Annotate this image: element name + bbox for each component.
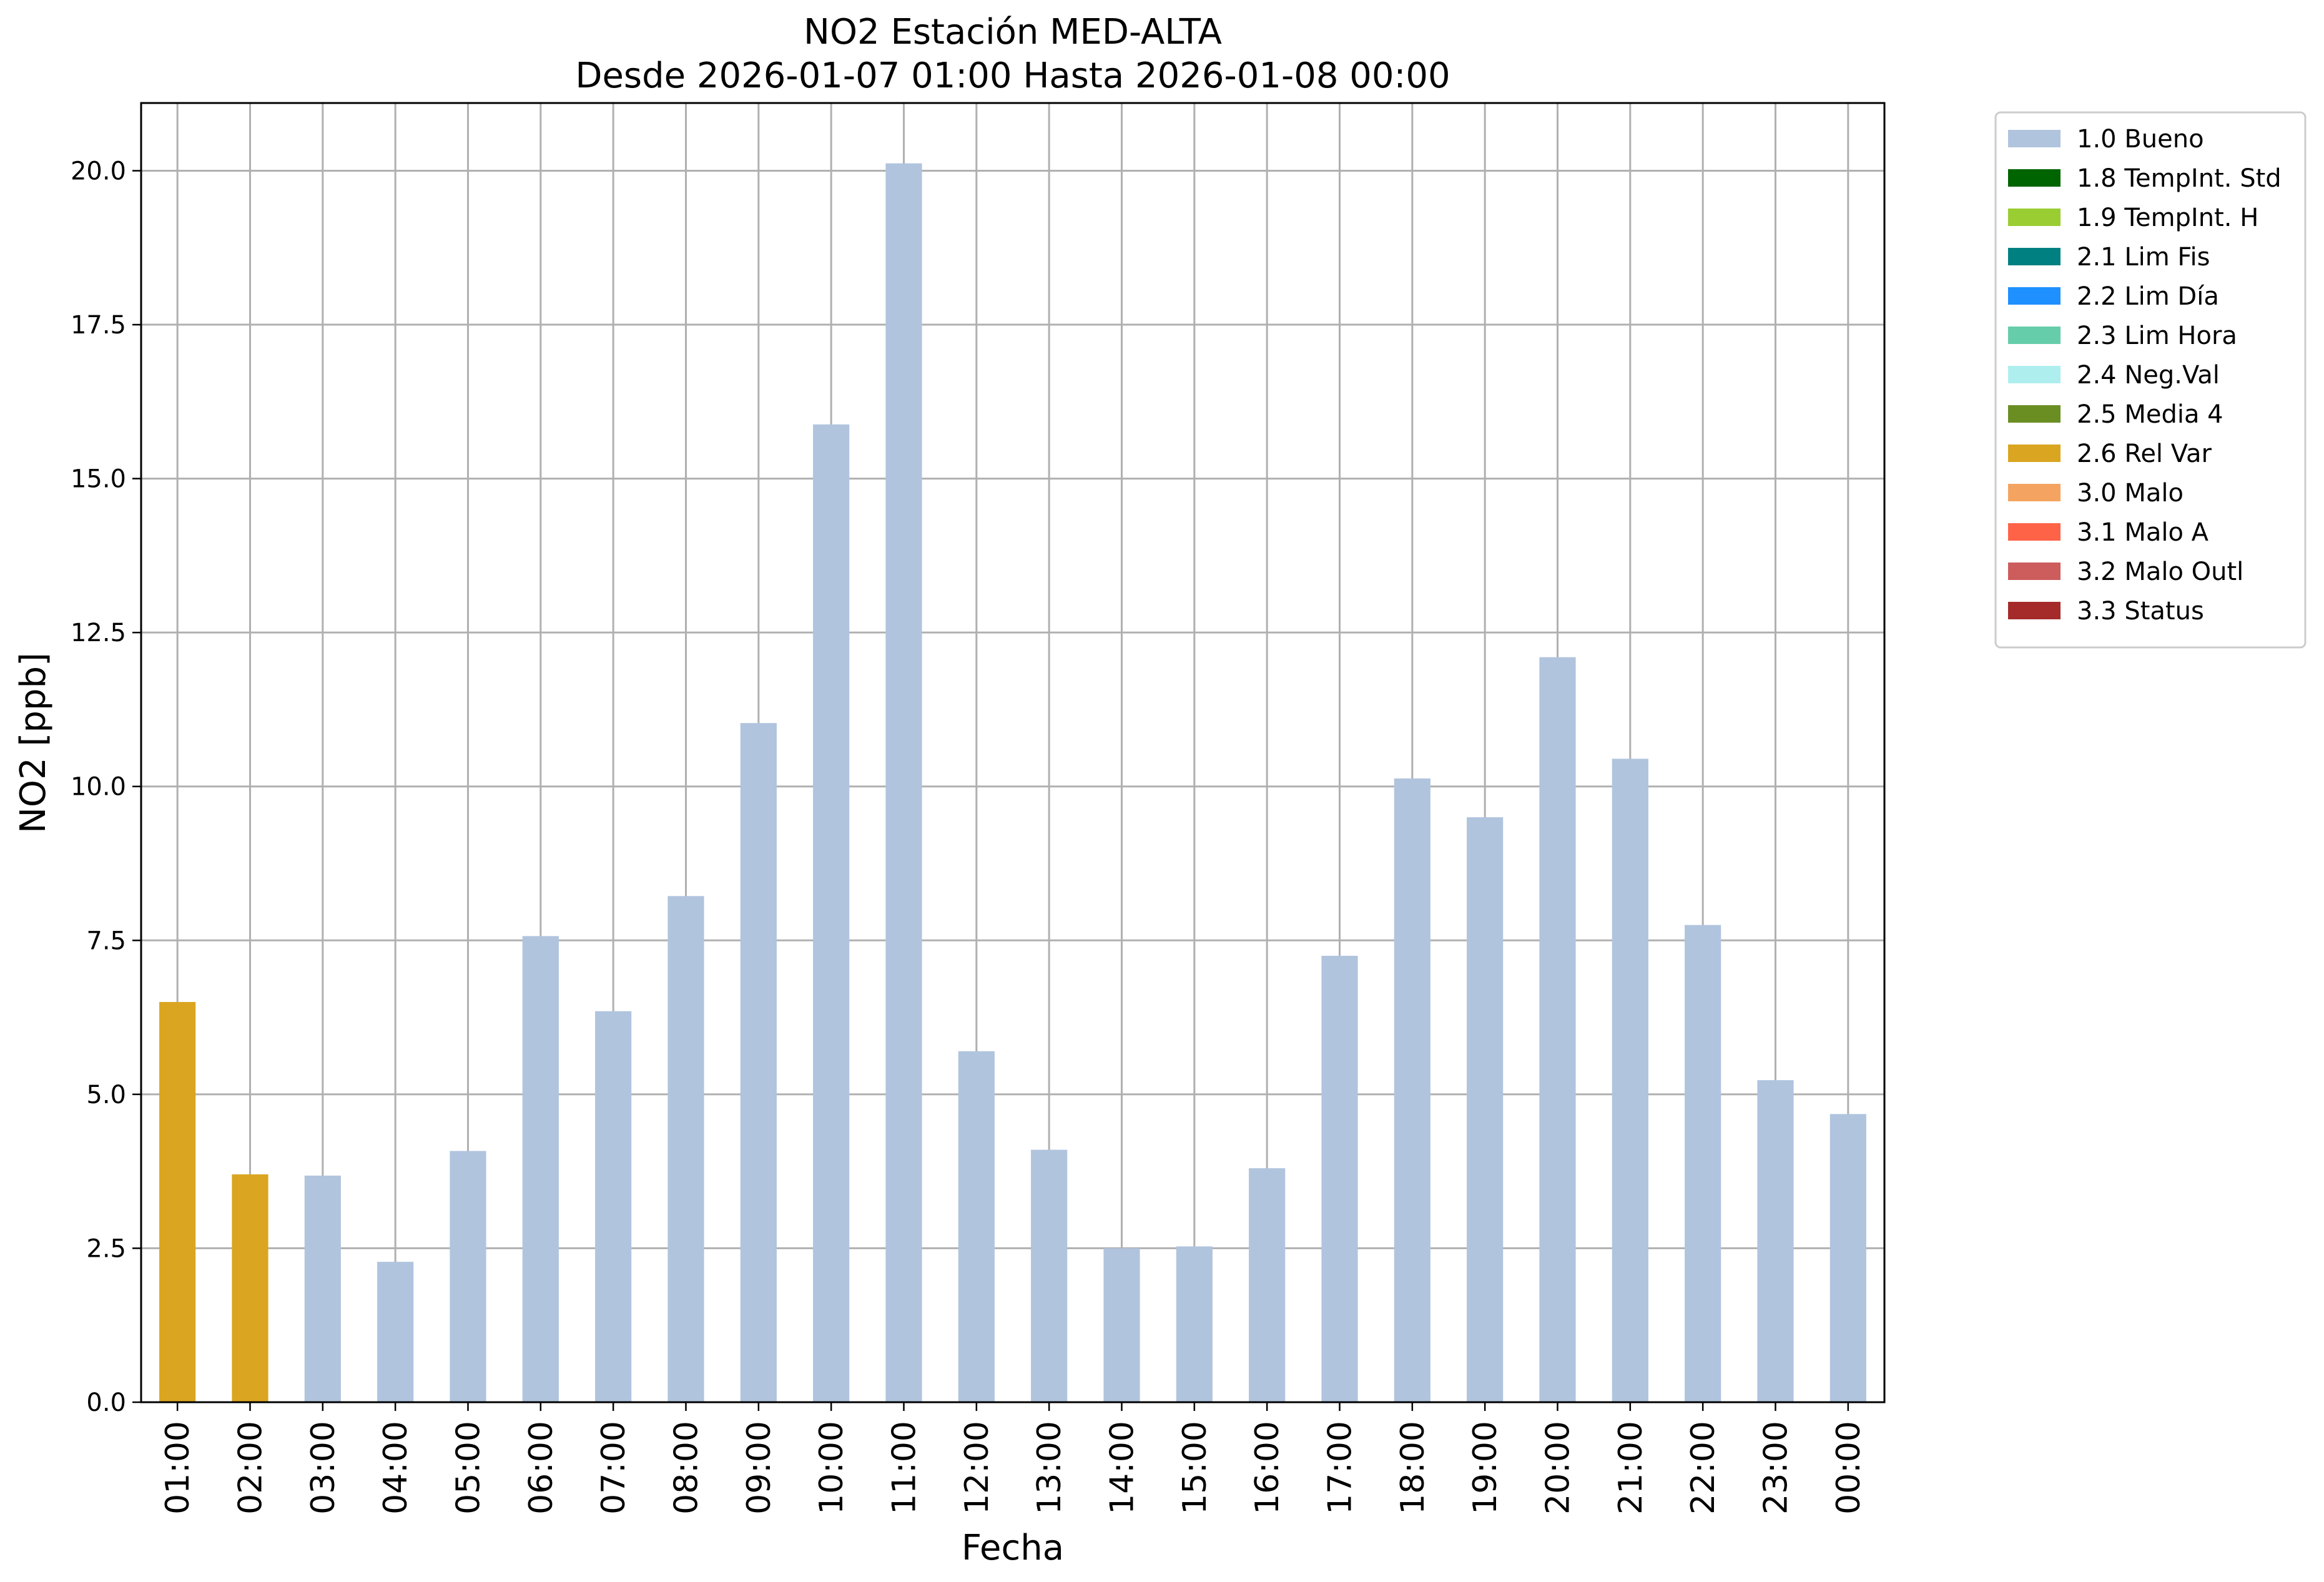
x-tick-label: 09:00 bbox=[741, 1421, 778, 1515]
legend-entry-label: 2.6 Rel Var bbox=[2077, 440, 2212, 468]
x-tick-label: 07:00 bbox=[595, 1421, 633, 1515]
bar bbox=[1467, 817, 1504, 1402]
x-tick-label: 15:00 bbox=[1176, 1421, 1214, 1515]
x-tick-label: 11:00 bbox=[886, 1421, 923, 1515]
bar bbox=[1757, 1080, 1794, 1402]
legend-entry-label: 3.3 Status bbox=[2077, 597, 2204, 626]
bar bbox=[813, 424, 850, 1402]
x-tick-label: 06:00 bbox=[523, 1421, 560, 1515]
x-tick-label: 20:00 bbox=[1540, 1421, 1577, 1515]
bar bbox=[1685, 925, 1721, 1402]
bar bbox=[1539, 657, 1576, 1402]
chart-subtitle: Desde 2026-01-07 01:00 Hasta 2026-01-08 … bbox=[575, 56, 1450, 96]
x-tick-label: 19:00 bbox=[1467, 1421, 1504, 1515]
legend-entry-label: 1.0 Bueno bbox=[2077, 125, 2204, 154]
legend-entry-label: 2.3 Lim Hora bbox=[2077, 322, 2237, 350]
y-axis-ticks: 0.0 2.5 5.0 7.5 10.0 12.5 15.0 17.5 20.0 bbox=[71, 157, 141, 1417]
y-tick-label: 5.0 bbox=[86, 1081, 126, 1109]
y-tick-label: 7.5 bbox=[86, 926, 126, 955]
bar bbox=[885, 163, 922, 1402]
legend-swatch bbox=[2008, 287, 2061, 305]
bar bbox=[1829, 1114, 1866, 1402]
legend-swatch bbox=[2008, 366, 2061, 383]
x-tick-label: 05:00 bbox=[450, 1421, 488, 1515]
bar bbox=[304, 1176, 341, 1402]
x-tick-label: 14:00 bbox=[1104, 1421, 1141, 1515]
bar bbox=[740, 723, 777, 1402]
x-tick-label: 04:00 bbox=[377, 1421, 415, 1515]
x-tick-label: 00:00 bbox=[1830, 1421, 1868, 1515]
x-tick-label: 16:00 bbox=[1249, 1421, 1286, 1515]
legend-swatch bbox=[2008, 209, 2061, 226]
x-tick-label: 23:00 bbox=[1758, 1421, 1795, 1515]
legend-swatch bbox=[2008, 445, 2061, 462]
y-tick-label: 10.0 bbox=[71, 773, 126, 802]
legend-entry-label: 3.2 Malo Outl bbox=[2077, 558, 2243, 586]
y-tick-label: 0.0 bbox=[86, 1388, 126, 1417]
bar bbox=[450, 1151, 486, 1402]
y-tick-label: 12.5 bbox=[71, 619, 126, 647]
legend-swatch bbox=[2008, 327, 2061, 344]
legend-entry-label: 2.2 Lim Día bbox=[2077, 282, 2219, 311]
legend-swatch bbox=[2008, 169, 2061, 187]
y-tick-label: 20.0 bbox=[71, 157, 126, 185]
chart-title: NO2 Estación MED-ALTA bbox=[804, 12, 1222, 52]
legend-entry-label: 1.8 TempInt. Std bbox=[2077, 164, 2282, 193]
bar bbox=[1176, 1246, 1213, 1402]
legend-swatch bbox=[2008, 484, 2061, 501]
bar bbox=[159, 1001, 196, 1402]
bar bbox=[522, 936, 559, 1402]
x-axis-label: Fecha bbox=[962, 1528, 1064, 1568]
legend: 1.0 Bueno 1.8 TempInt. Std 1.9 TempInt. H 2… bbox=[1994, 111, 2307, 649]
bar bbox=[377, 1262, 414, 1402]
legend-swatch bbox=[2008, 130, 2061, 147]
x-tick-label: 18:00 bbox=[1394, 1421, 1432, 1515]
x-tick-label: 03:00 bbox=[305, 1421, 342, 1515]
x-tick-label: 22:00 bbox=[1685, 1421, 1722, 1515]
bar bbox=[1612, 759, 1648, 1402]
bar bbox=[1394, 778, 1430, 1402]
legend-swatch bbox=[2008, 405, 2061, 423]
legend-frame bbox=[1994, 111, 2307, 649]
x-tick-label: 10:00 bbox=[813, 1421, 850, 1515]
y-tick-label: 15.0 bbox=[71, 465, 126, 494]
bar bbox=[1321, 955, 1358, 1402]
legend-swatch bbox=[2008, 602, 2061, 619]
bar bbox=[1249, 1168, 1286, 1402]
legend-swatch bbox=[2008, 248, 2061, 265]
legend-swatch bbox=[2008, 523, 2061, 541]
bar bbox=[667, 896, 704, 1402]
x-tick-label: 08:00 bbox=[668, 1421, 706, 1515]
legend-entry-label: 3.0 Malo bbox=[2077, 479, 2184, 508]
plot-frame bbox=[140, 102, 1886, 1403]
x-tick-label: 12:00 bbox=[958, 1421, 996, 1515]
bar bbox=[1031, 1149, 1068, 1402]
y-axis-label: NO2 [ppb] bbox=[13, 652, 54, 833]
bars bbox=[159, 163, 1866, 1402]
x-axis-ticks: 01:00 02:00 03:00 04:00 05:00 06:00 07:00 08:00… bbox=[159, 1402, 1868, 1515]
bar bbox=[232, 1174, 268, 1402]
bar bbox=[1103, 1248, 1140, 1402]
legend-entry-label: 3.1 Malo A bbox=[2077, 518, 2209, 547]
bar bbox=[958, 1051, 995, 1402]
legend-swatch bbox=[2008, 563, 2061, 580]
legend-entry-label: 2.4 Neg.Val bbox=[2077, 361, 2220, 390]
legend-entry-label: 2.5 Media 4 bbox=[2077, 400, 2223, 429]
bar bbox=[595, 1011, 632, 1402]
x-tick-label: 13:00 bbox=[1031, 1421, 1068, 1515]
legend-entry-label: 2.1 Lim Fis bbox=[2077, 243, 2210, 272]
x-tick-label: 02:00 bbox=[232, 1421, 270, 1515]
x-tick-label: 01:00 bbox=[159, 1421, 197, 1515]
x-tick-label: 21:00 bbox=[1612, 1421, 1650, 1515]
y-tick-label: 17.5 bbox=[71, 311, 126, 340]
y-tick-label: 2.5 bbox=[86, 1234, 126, 1263]
x-tick-label: 17:00 bbox=[1322, 1421, 1359, 1515]
legend-entry-label: 1.9 TempInt. H bbox=[2077, 204, 2258, 232]
